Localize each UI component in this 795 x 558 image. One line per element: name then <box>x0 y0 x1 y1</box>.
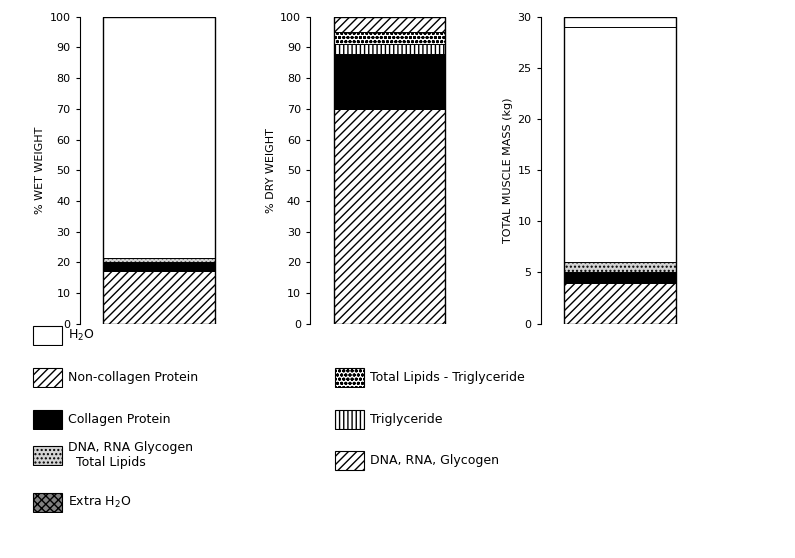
Y-axis label: % DRY WEIGHT: % DRY WEIGHT <box>266 128 276 213</box>
Text: Collagen Protein: Collagen Protein <box>68 412 170 426</box>
Text: DNA, RNA, Glycogen: DNA, RNA, Glycogen <box>370 454 498 468</box>
Bar <box>103 262 215 271</box>
Bar <box>334 109 445 324</box>
Text: H$_2$O: H$_2$O <box>68 328 94 343</box>
Bar <box>334 54 445 109</box>
Text: Triglyceride: Triglyceride <box>370 412 442 426</box>
Bar <box>334 32 445 45</box>
Text: Non-collagen Protein: Non-collagen Protein <box>68 371 198 384</box>
Bar <box>103 271 215 324</box>
Bar <box>564 272 676 283</box>
Bar <box>103 258 215 262</box>
Bar <box>334 17 445 324</box>
Y-axis label: % WET WEIGHT: % WET WEIGHT <box>35 127 45 214</box>
Text: Extra H$_2$O: Extra H$_2$O <box>68 495 131 511</box>
Y-axis label: TOTAL MUSCLE MASS (kg): TOTAL MUSCLE MASS (kg) <box>503 98 514 243</box>
Text: Total Lipids - Triglyceride: Total Lipids - Triglyceride <box>370 371 525 384</box>
Bar <box>334 45 445 54</box>
Bar <box>334 17 445 32</box>
Bar <box>564 283 676 324</box>
Text: DNA, RNA Glycogen
  Total Lipids: DNA, RNA Glycogen Total Lipids <box>68 441 192 469</box>
Bar <box>103 17 215 324</box>
Bar <box>564 17 676 324</box>
Bar <box>564 27 676 262</box>
Bar <box>103 17 215 258</box>
Bar <box>564 262 676 272</box>
